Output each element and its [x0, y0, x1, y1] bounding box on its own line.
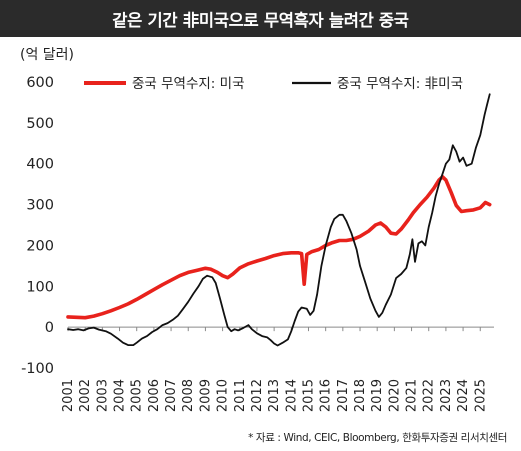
- series-layer: [66, 93, 492, 347]
- series-line-non-us: [67, 93, 491, 347]
- chart-title: 같은 기간 非미국으로 무역흑자 늘려간 중국: [112, 10, 409, 30]
- legend-label: 중국 무역수지: 非미국: [337, 76, 463, 92]
- x-tick-label: 2014: [284, 379, 299, 412]
- x-tick-label: 2001: [61, 379, 76, 412]
- x-tick-label: 2004: [113, 379, 128, 412]
- x-tick-label: 2013: [267, 379, 282, 412]
- x-tick-label: 2019: [370, 379, 385, 412]
- x-tick-label: 2018: [353, 379, 368, 412]
- x-tick-label: 2022: [422, 379, 437, 412]
- chart-title-bar: 같은 기간 非미국으로 무역흑자 늘려간 중국: [0, 0, 521, 37]
- y-tick-label: 600: [26, 75, 54, 91]
- y-tick-label: 0: [45, 320, 54, 336]
- y-tick-label: -100: [21, 361, 54, 377]
- x-tick-label: 2023: [439, 379, 454, 412]
- x-tick-label: 2002: [78, 379, 93, 412]
- legend-label: 중국 무역수지: 미국: [132, 76, 245, 92]
- x-tick-label: 2005: [130, 379, 145, 412]
- x-tick-label: 2012: [250, 379, 265, 412]
- x-tick-label: 2006: [147, 379, 162, 412]
- y-axis: -100 0 100 200 300 400 500 600: [21, 75, 54, 377]
- x-tick-label: 2011: [233, 379, 248, 412]
- x-tick-label: 2007: [164, 379, 179, 412]
- x-tick-label: 2010: [216, 379, 231, 412]
- x-tick-label: 2008: [181, 379, 196, 412]
- y-tick-label: 300: [26, 198, 54, 214]
- x-tick-label: 2009: [198, 379, 213, 412]
- series-line-us: [66, 175, 492, 320]
- x-tick-label: 2025: [473, 379, 488, 412]
- y-tick-label: 500: [26, 116, 54, 132]
- x-tick-label: 2015: [301, 379, 316, 412]
- x-tick-label: 2021: [405, 379, 420, 412]
- y-tick-label: 100: [26, 279, 54, 295]
- y-axis-unit-label: (억 달러): [20, 47, 74, 63]
- x-tick-label: 2003: [95, 379, 110, 412]
- x-tick-label: 2017: [336, 379, 351, 412]
- x-tick-label: 2024: [456, 379, 471, 412]
- y-tick-label: 400: [26, 157, 54, 173]
- x-axis: 2001 2002 2003 2004 2005 2006 2007 2008 2009 2010…: [61, 326, 494, 412]
- legend: 중국 무역수지: 미국 중국 무역수지: 非미국: [84, 76, 463, 92]
- x-tick-label: 2020: [387, 379, 402, 412]
- x-tick-label: 2016: [319, 379, 334, 412]
- source-note: * 자료 : Wind, CEIC, Bloomberg, 한화투자증권 리서치…: [248, 432, 507, 444]
- y-tick-label: 200: [26, 238, 54, 254]
